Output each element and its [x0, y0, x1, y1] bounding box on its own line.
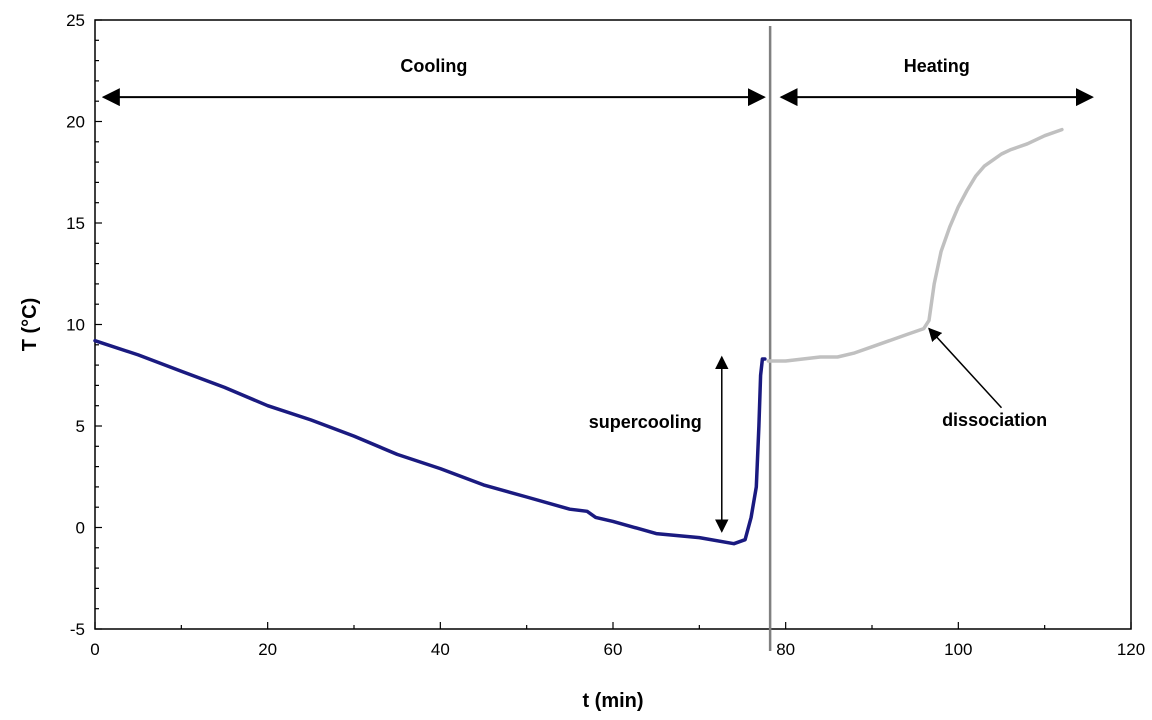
x-tick-label: 0 [90, 640, 99, 659]
y-tick-label: 0 [76, 519, 85, 538]
x-tick-label: 20 [258, 640, 277, 659]
y-tick-label: 10 [66, 316, 85, 335]
plot-frame [94, 19, 1132, 630]
series-1-line [93, 338, 767, 546]
y-axis-title: T (°C) [19, 298, 41, 352]
x-tick-label: 120 [1117, 640, 1145, 659]
x-tick-label: 80 [776, 640, 795, 659]
dissociation-label: dissociation [942, 410, 1047, 430]
y-tick-label: 5 [76, 417, 85, 436]
x-axis-title: t (min) [582, 690, 643, 712]
annotation-layer: Cooling Heating supercooling dissociatio… [101, 56, 1094, 533]
heating-label: Heating [904, 56, 970, 76]
y-tick-label: -5 [70, 620, 85, 639]
cooling-label: Cooling [400, 56, 467, 76]
supercooling-label: supercooling [589, 412, 702, 432]
y-tick-label: 15 [66, 214, 85, 233]
axis-layer: t (min) T (°C) 0 20 40 60 80 100 120 -5 0 5 10 15 20… [19, 11, 1145, 712]
series-layer [93, 26, 1064, 651]
dissociation-arrow [928, 327, 1003, 409]
x-tick-label: 60 [604, 640, 623, 659]
series-2-line [766, 127, 1064, 363]
x-tick-label: 100 [944, 640, 972, 659]
x-tick-label: 40 [431, 640, 450, 659]
y-tick-label: 20 [66, 113, 85, 132]
plot-area [94, 19, 1132, 630]
y-tick-label: 25 [66, 11, 85, 30]
